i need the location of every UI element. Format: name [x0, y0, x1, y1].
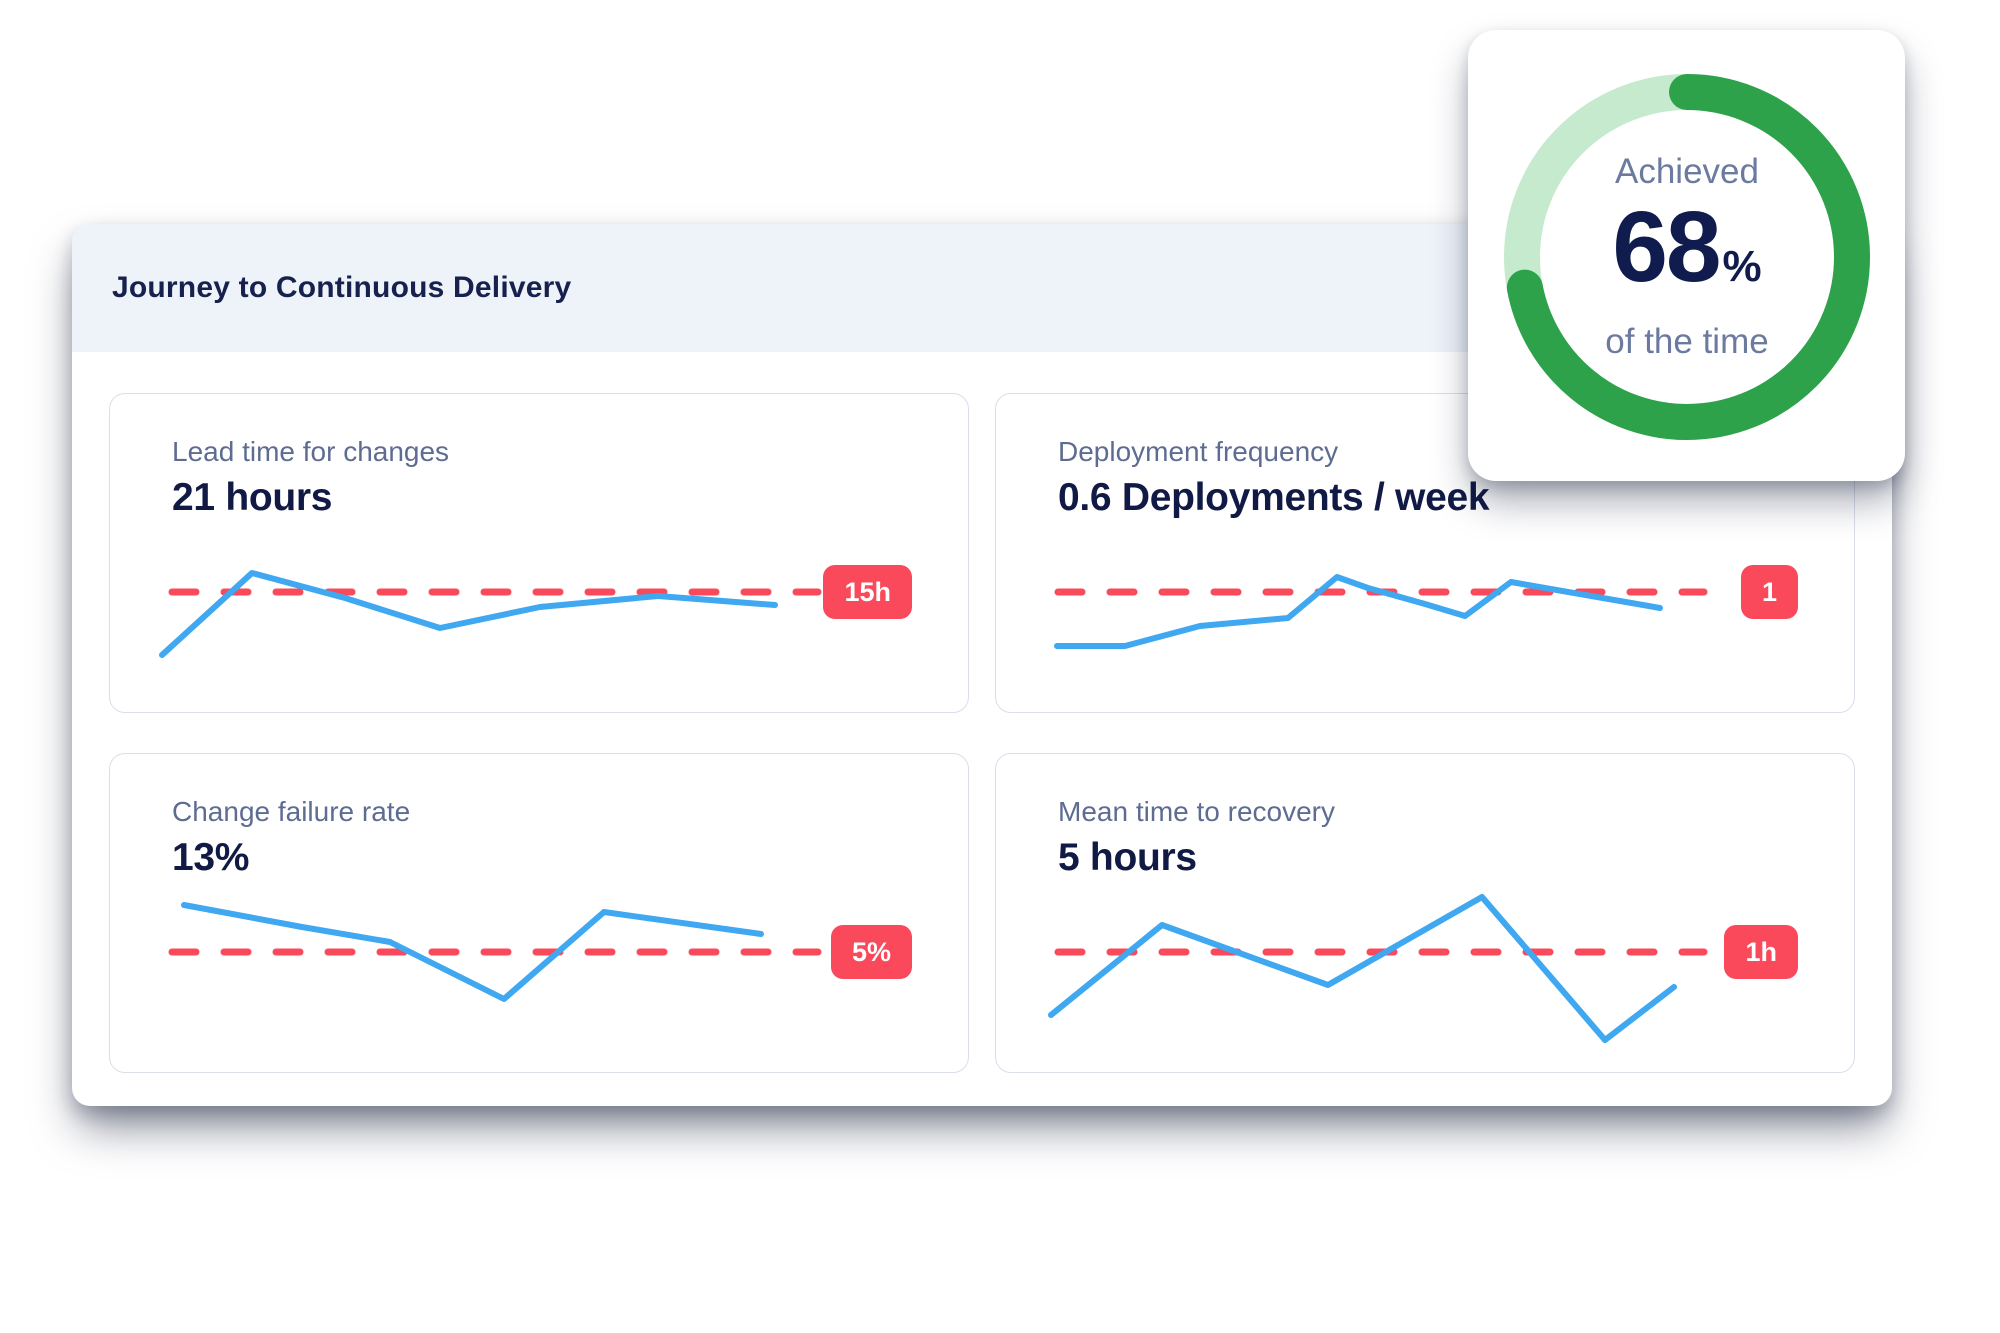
- metric-label: Lead time for changes: [172, 436, 450, 467]
- gauge-donut: Achieved 68 % of the time: [1502, 72, 1872, 442]
- target-badge: 1h: [1724, 925, 1798, 979]
- gauge-caption-top: Achieved: [1615, 152, 1759, 191]
- gauge-ring-icon: [1504, 74, 1870, 440]
- panel-title: Journey to Continuous Delivery: [112, 271, 572, 304]
- gauge-value: 68: [1612, 191, 1721, 303]
- target-badge: 5%: [830, 925, 912, 979]
- gauge-caption-bottom: of the time: [1605, 322, 1769, 361]
- metric-card-mean-time-to-recovery: Mean time to recovery 5 hours 1h: [995, 753, 1855, 1073]
- metric-card-lead-time: Lead time for changes 21 hours 15h: [109, 393, 969, 713]
- gauge-card: Achieved 68 % of the time: [1468, 30, 1905, 481]
- sparkline-chart: [159, 570, 822, 658]
- metric-value: 21 hours: [172, 476, 333, 519]
- sparkline-chart: [168, 902, 822, 1002]
- metric-value: 13%: [172, 836, 250, 879]
- metric-trend-line: [1054, 574, 1663, 649]
- metric-trend-line: [181, 902, 764, 1002]
- metric-card-change-failure-rate: Change failure rate 13% 5%: [109, 753, 969, 1073]
- metric-label: Deployment frequency: [1058, 436, 1339, 467]
- metrics-grid: Lead time for changes 21 hours 15h Deplo…: [109, 393, 1855, 1073]
- target-badge: 15h: [823, 565, 912, 619]
- gauge-text: Achieved 68 % of the time: [1502, 72, 1872, 442]
- gauge-progress: [1504, 74, 1870, 440]
- metric-value: 5 hours: [1058, 836, 1197, 879]
- metric-value: 0.6 Deployments / week: [1058, 476, 1490, 519]
- sparkline-chart: [1048, 894, 1708, 1043]
- gauge-unit: %: [1722, 242, 1762, 291]
- target-badge: 1: [1740, 565, 1798, 619]
- metric-label: Change failure rate: [172, 796, 411, 827]
- sparkline-chart: [1054, 574, 1708, 649]
- metric-trend-line: [1048, 894, 1677, 1043]
- metric-trend-line: [159, 570, 778, 658]
- gauge-value-row: 68 %: [1612, 195, 1761, 319]
- metric-label: Mean time to recovery: [1058, 796, 1335, 827]
